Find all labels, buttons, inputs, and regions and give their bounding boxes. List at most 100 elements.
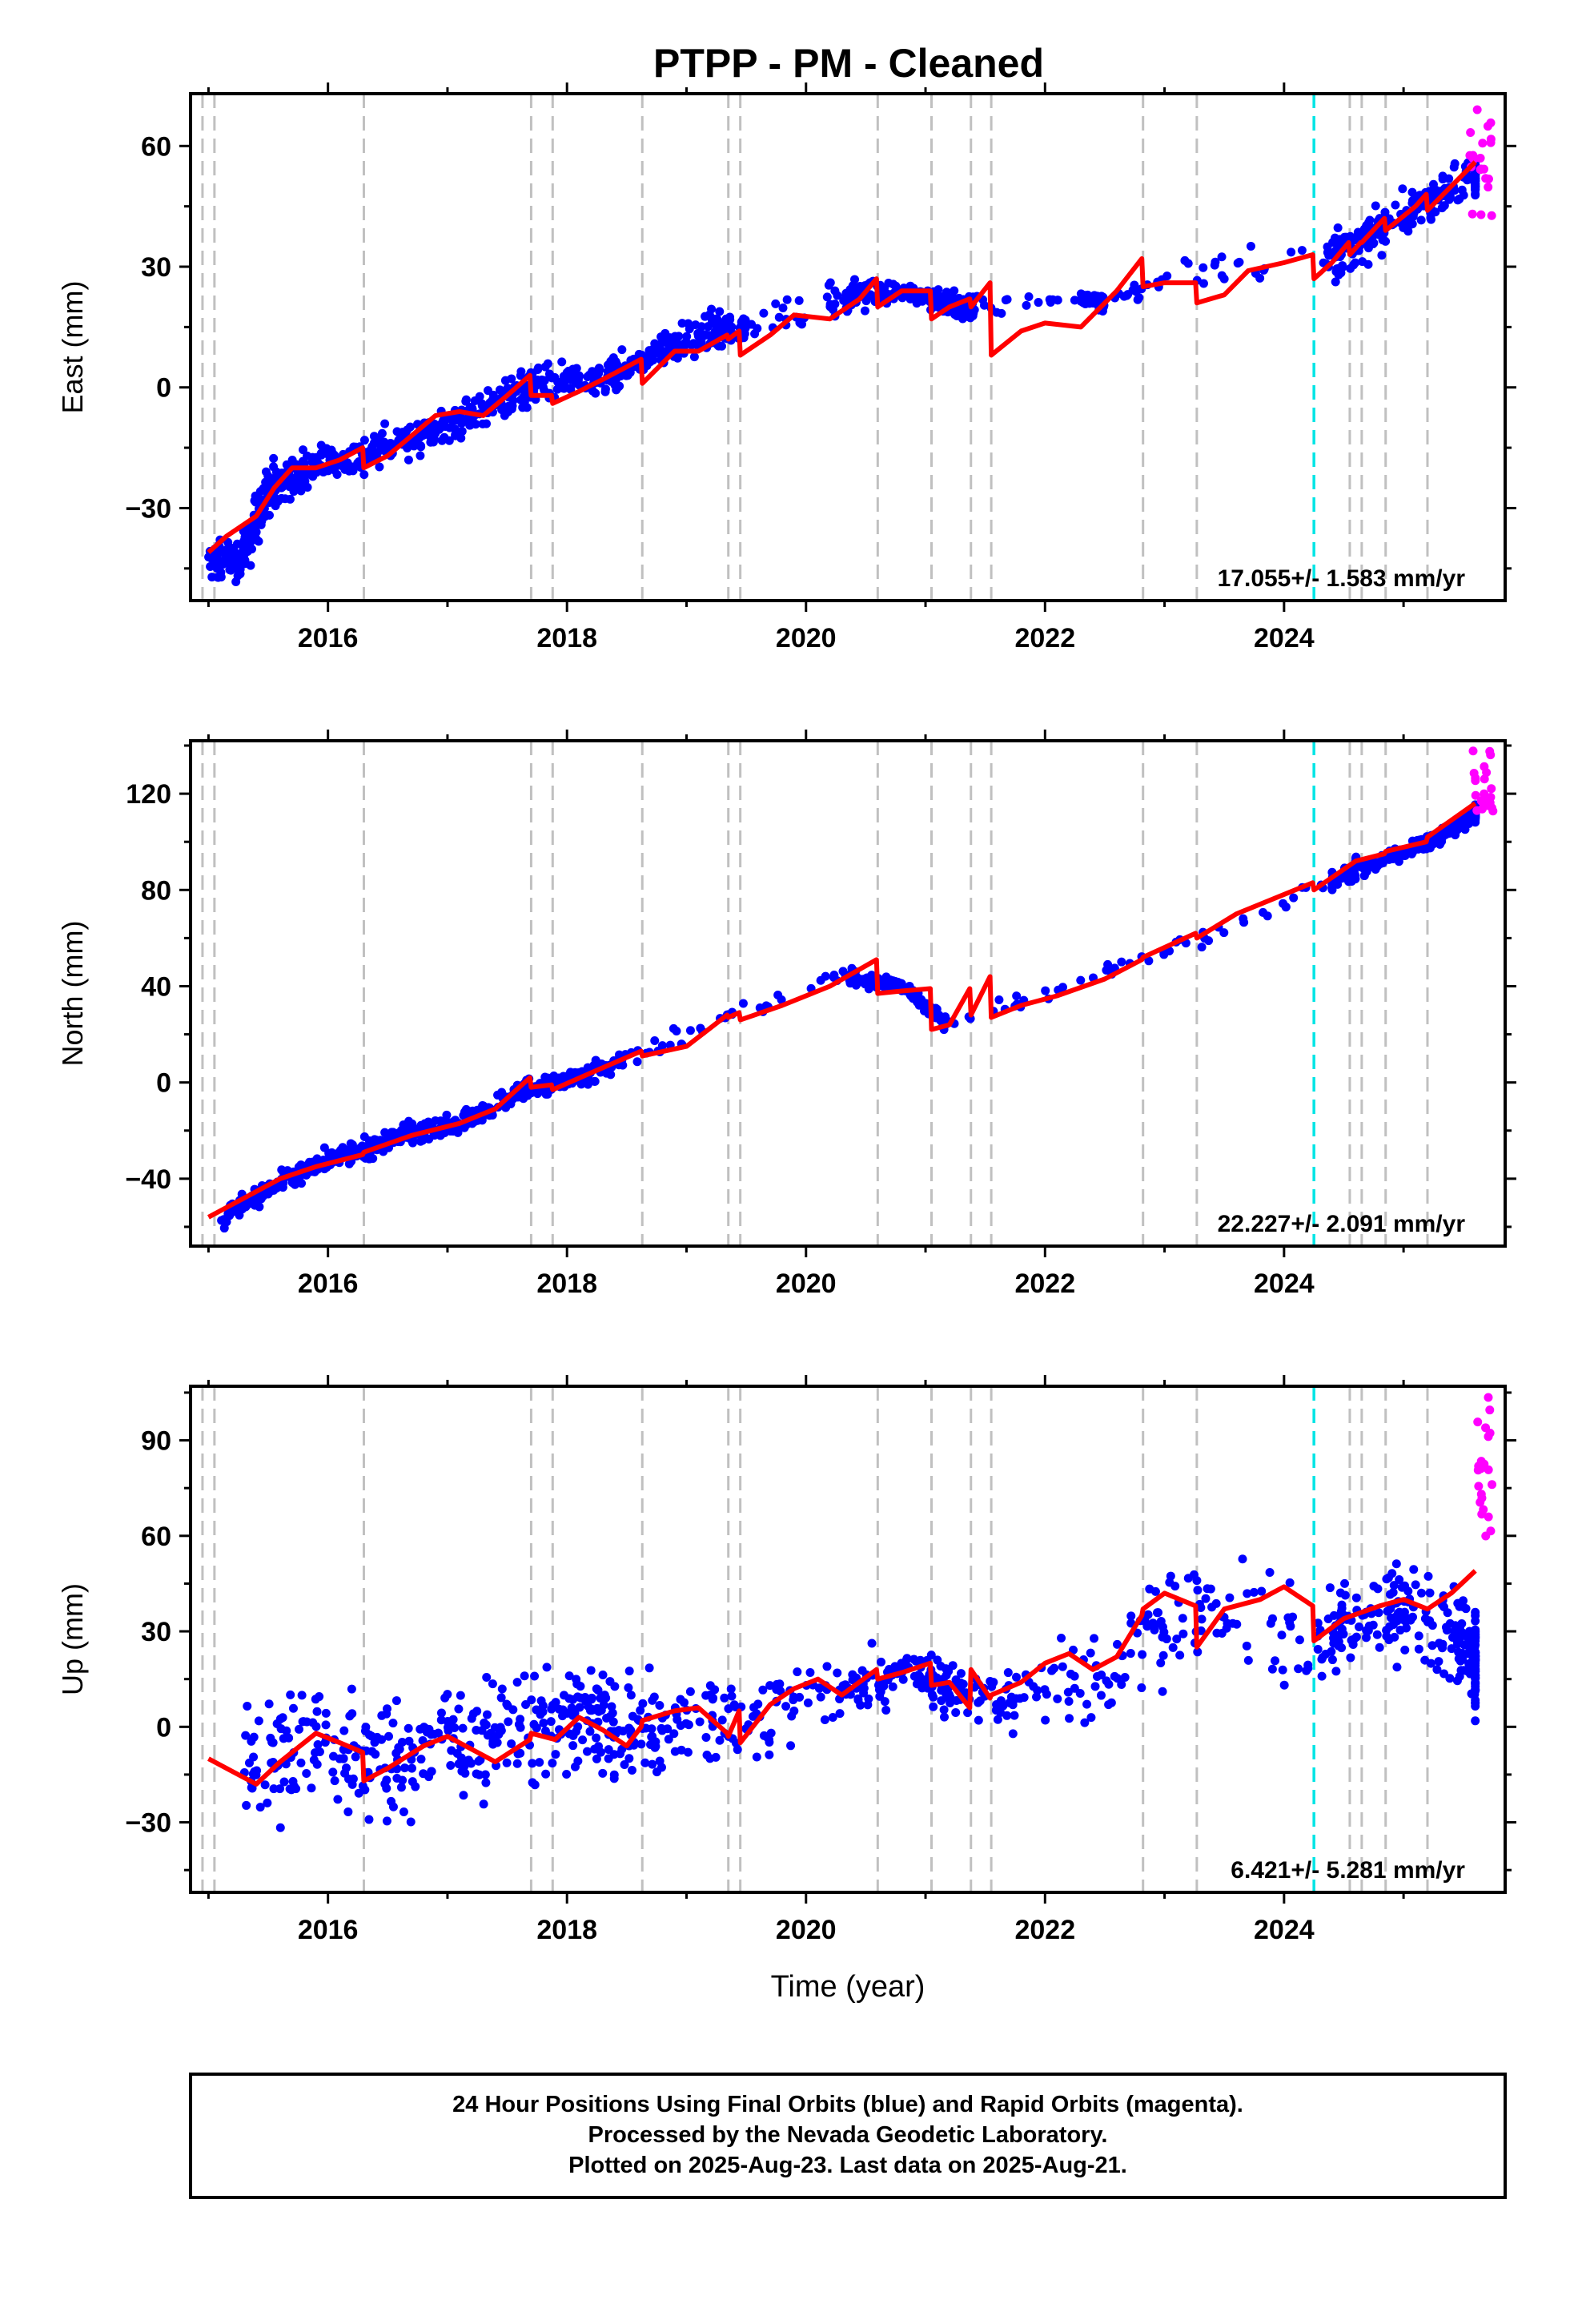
up-final-orbit-point [479, 1799, 488, 1809]
east-final-orbit-point [828, 305, 837, 315]
up-final-orbit-point [508, 1705, 518, 1715]
east-final-orbit-point [946, 295, 955, 304]
east-final-orbit-point [1416, 215, 1426, 225]
east-final-orbit-point [860, 306, 869, 316]
east-final-orbit-point [774, 312, 784, 322]
east-final-orbit-point [240, 533, 250, 542]
up-final-orbit-point [1126, 1611, 1136, 1621]
up-final-orbit-point [1317, 1671, 1327, 1681]
north-final-orbit-point [1263, 911, 1272, 921]
east-final-orbit-point [1444, 195, 1454, 204]
up-final-orbit-point [1201, 1594, 1211, 1603]
up-final-orbit-point [702, 1751, 712, 1760]
up-final-orbit-point [1401, 1617, 1411, 1626]
up-final-orbit-point [822, 1662, 832, 1671]
north-rapid-orbit-point [1471, 790, 1480, 800]
up-final-orbit-point [446, 1761, 456, 1771]
east-final-orbit-point [848, 285, 857, 295]
up-final-orbit-point [481, 1778, 491, 1787]
up-final-orbit-point [313, 1740, 323, 1750]
up-rapid-orbit-point [1484, 1432, 1493, 1441]
east-x-tick-label: 2016 [298, 623, 359, 653]
up-final-orbit-point [859, 1688, 869, 1698]
east-final-orbit-point [1199, 263, 1208, 272]
north-y-axis-label: North (mm) [56, 921, 89, 1067]
east-final-orbit-point [416, 451, 425, 460]
east-final-orbit-point [1246, 241, 1255, 251]
north-final-orbit-point [219, 1224, 229, 1233]
up-final-orbit-point [803, 1698, 813, 1707]
up-final-orbit-point [339, 1726, 349, 1735]
east-final-orbit-point [207, 573, 217, 582]
up-final-orbit-point [793, 1667, 802, 1677]
up-final-orbit-point [377, 1735, 387, 1744]
up-final-orbit-point [542, 1663, 552, 1672]
east-final-orbit-point [223, 537, 233, 547]
east-final-orbit-point [677, 319, 687, 328]
east-x-tick-label: 2024 [1254, 623, 1315, 653]
east-final-orbit-point [261, 467, 271, 476]
east-final-orbit-point [575, 372, 584, 381]
up-final-orbit-point [664, 1735, 673, 1744]
up-final-orbit-point [1092, 1671, 1102, 1681]
east-final-orbit-point [850, 275, 860, 284]
east-final-orbit-point [1122, 291, 1131, 300]
up-final-orbit-point [1158, 1651, 1168, 1660]
up-final-orbit-point [685, 1687, 695, 1696]
north-final-orbit-point [1239, 914, 1248, 923]
up-final-orbit-point [1277, 1630, 1287, 1640]
up-final-orbit-point [1427, 1621, 1437, 1630]
up-rapid-orbit-point [1484, 1512, 1493, 1522]
up-final-orbit-point [727, 1691, 737, 1701]
up-final-orbit-point [759, 1731, 769, 1740]
up-x-tick-label: 2020 [776, 1915, 837, 1945]
north-final-orbit-point [921, 999, 930, 1008]
up-final-orbit-point [241, 1731, 251, 1740]
up-rapid-orbit-point [1488, 1480, 1497, 1490]
east-final-orbit-point [227, 560, 237, 569]
up-final-orbit-point [729, 1700, 739, 1710]
up-final-orbit-point [567, 1703, 576, 1713]
up-final-orbit-point [1395, 1574, 1404, 1584]
east-final-orbit-point [540, 362, 550, 372]
up-final-orbit-point [733, 1745, 742, 1755]
footer-border [189, 2073, 1507, 2199]
up-final-orbit-point [1158, 1687, 1167, 1696]
up-final-orbit-point [1471, 1716, 1480, 1726]
east-final-orbit-point [695, 328, 705, 338]
east-rapid-orbit-point [1476, 164, 1486, 174]
up-final-orbit-point [492, 1738, 502, 1747]
up-final-orbit-point [676, 1721, 685, 1731]
up-final-orbit-point [1442, 1626, 1452, 1635]
footer-line-1: 24 Hour Positions Using Final Orbits (bl… [452, 2092, 1243, 2117]
up-final-orbit-point [1414, 1631, 1423, 1641]
east-final-orbit-point [709, 331, 719, 340]
east-final-orbit-point [1331, 277, 1340, 287]
up-final-orbit-point [482, 1710, 492, 1719]
up-final-orbit-point [480, 1770, 490, 1779]
up-final-orbit-point [789, 1707, 799, 1716]
north-rapid-orbit-point [1487, 803, 1496, 813]
up-final-orbit-point [541, 1769, 551, 1779]
up-final-orbit-point [1070, 1683, 1079, 1693]
up-final-orbit-point [436, 1708, 446, 1718]
east-final-orbit-point [500, 411, 509, 420]
north-x-tick-label: 2018 [536, 1269, 597, 1299]
up-rapid-orbit-point [1485, 1405, 1495, 1415]
up-final-orbit-point [570, 1762, 580, 1771]
east-final-orbit-point [300, 476, 310, 486]
east-final-orbit-point [359, 470, 369, 480]
east-y-tick-label: 60 [141, 131, 171, 162]
up-final-orbit-point [710, 1685, 720, 1695]
up-final-orbit-point [388, 1719, 398, 1728]
east-final-orbit-point [707, 304, 717, 314]
up-final-orbit-point [1427, 1641, 1437, 1651]
east-final-orbit-point [1331, 267, 1341, 276]
north-final-orbit-point [1012, 991, 1022, 1001]
up-final-orbit-point [1137, 1683, 1146, 1693]
up-final-orbit-point [652, 1767, 661, 1777]
north-final-orbit-point [589, 1076, 599, 1086]
up-final-orbit-point [1387, 1569, 1397, 1578]
up-final-orbit-point [1395, 1626, 1405, 1635]
north-final-orbit-point [864, 984, 873, 994]
